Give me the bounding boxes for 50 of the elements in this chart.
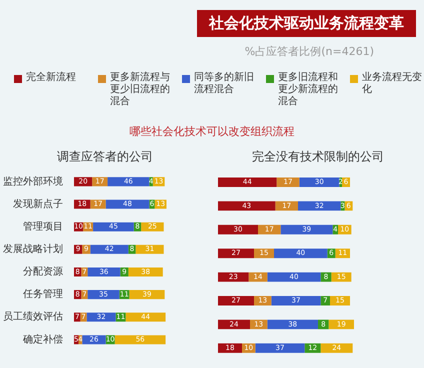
bar bbox=[218, 248, 254, 258]
bar bbox=[88, 267, 120, 276]
bar bbox=[275, 201, 298, 211]
text: %占应答者比例(n=4261) bbox=[244, 44, 374, 59]
bar bbox=[108, 177, 150, 186]
bar bbox=[129, 290, 165, 300]
text: 哪些社会化技术可以改变组织流程 bbox=[128, 124, 296, 140]
bar bbox=[258, 224, 281, 234]
y-tick-label: 管理项目 bbox=[23, 221, 63, 232]
bar bbox=[218, 320, 250, 330]
bar bbox=[298, 201, 341, 211]
y-tick-label: 分配资源 bbox=[23, 266, 63, 278]
bar bbox=[93, 222, 134, 232]
bar bbox=[114, 335, 166, 344]
legend-label: 业务流程无变化 bbox=[362, 72, 423, 96]
y-tick-label: 监控外部环境 bbox=[3, 175, 63, 188]
bar bbox=[255, 343, 305, 353]
bar bbox=[128, 267, 163, 276]
bar bbox=[218, 272, 249, 282]
bar bbox=[299, 178, 340, 187]
bar bbox=[280, 224, 333, 234]
bar bbox=[271, 296, 321, 306]
bar bbox=[320, 296, 330, 306]
legend-label: 更多新流程与更少旧流程的混合 bbox=[110, 72, 171, 108]
legend-label: 更多旧流程和更少新流程的混合 bbox=[278, 72, 339, 108]
bar bbox=[267, 320, 318, 330]
bar bbox=[88, 290, 120, 300]
bar bbox=[218, 178, 277, 187]
bar bbox=[218, 296, 254, 306]
bar bbox=[106, 200, 150, 209]
bar bbox=[274, 248, 328, 258]
y-tick-label: 员工绩效评估 bbox=[3, 310, 63, 323]
bar bbox=[218, 224, 258, 234]
chart-title: 完全没有技术限制的公司 bbox=[252, 149, 384, 164]
bar bbox=[320, 343, 353, 353]
bar bbox=[267, 272, 321, 282]
y-tick-label: 确定补偿 bbox=[22, 333, 63, 346]
y-tick-label: 任务管理 bbox=[22, 288, 63, 300]
bar bbox=[276, 178, 300, 187]
legend-label: 同等多的新旧流程混合 bbox=[194, 72, 255, 96]
bar bbox=[218, 201, 276, 211]
bar bbox=[86, 312, 116, 322]
bar bbox=[126, 312, 166, 322]
text: 社会化技术驱动业务流程变革 bbox=[197, 10, 416, 37]
bar bbox=[90, 244, 128, 254]
y-tick-label: 发现新点子 bbox=[13, 198, 63, 210]
bar bbox=[136, 244, 164, 254]
legend-label: 完全新流程 bbox=[26, 72, 76, 84]
chart-title: 调查应答者的公司 bbox=[57, 149, 153, 164]
y-tick-label: 发展战略计划 bbox=[3, 243, 63, 256]
